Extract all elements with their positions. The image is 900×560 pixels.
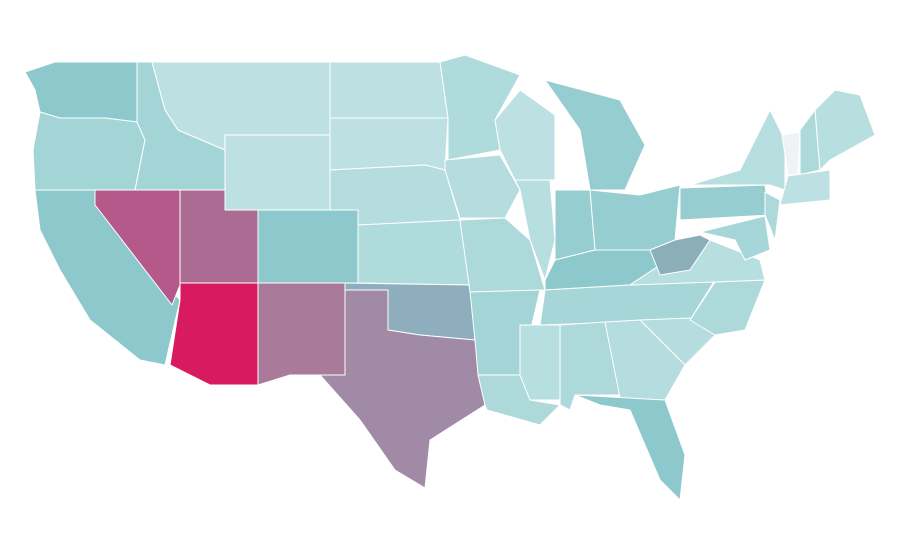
state-region [169, 282, 259, 386]
state-region [32, 111, 146, 191]
state-region [544, 79, 646, 191]
state-region [224, 134, 331, 211]
state-region [257, 282, 346, 386]
state-region [329, 117, 449, 171]
state-region [589, 184, 681, 251]
state-region [554, 189, 596, 261]
state-region [649, 234, 711, 276]
state-region [814, 89, 876, 171]
state-region [604, 319, 686, 401]
state-region [539, 279, 716, 326]
state-region [257, 209, 359, 284]
state-region [779, 169, 831, 206]
state-region [94, 189, 181, 306]
state-region [357, 219, 471, 286]
state-region [574, 394, 686, 501]
state-region [689, 109, 786, 191]
state-region [679, 184, 771, 221]
state-region [689, 279, 766, 336]
state-region [459, 217, 546, 293]
state-region [494, 89, 556, 181]
state-region [519, 324, 561, 401]
state-region [289, 289, 486, 489]
state-region [699, 215, 771, 261]
state-region [764, 191, 781, 241]
state-region [329, 61, 449, 119]
